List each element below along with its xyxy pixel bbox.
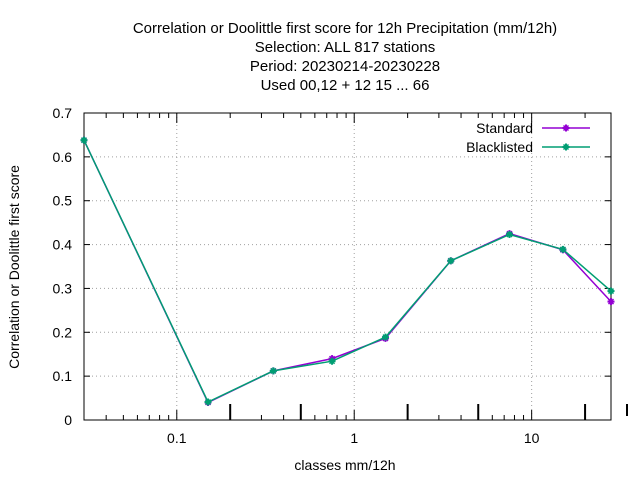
y-tick-label: 0.6: [53, 149, 73, 165]
data-point-blacklisted: [328, 357, 336, 365]
data-point-blacklisted: [204, 398, 212, 406]
data-point-blacklisted: [269, 367, 277, 375]
marker-d2: [204, 398, 212, 406]
y-tick-label: 0: [64, 412, 72, 428]
data-point-blacklisted: [559, 245, 567, 253]
y-tick-label: 0.3: [53, 280, 73, 296]
legend-marker-blacklisted: [562, 143, 570, 151]
grid-layer: [84, 113, 611, 420]
legend-label-blacklisted: Blacklisted: [466, 139, 533, 155]
chart-title: Correlation or Doolittle first score for…: [133, 20, 557, 94]
marker-d2: [607, 288, 615, 295]
data-point-blacklisted: [80, 136, 88, 144]
x-axis-label: classes mm/12h: [294, 457, 395, 473]
title-line-4: Used 00,12 + 12 15 ... 66: [261, 77, 430, 94]
axis-layer: 0 0.1 0.2 0.3 0.4 0.5 0.6 0.7 0.1 1 10: [53, 105, 628, 446]
marker-d2: [80, 137, 88, 144]
plot-frame: [83, 112, 612, 421]
series-line-blacklisted: [83, 139, 612, 404]
marker-d2: [506, 231, 513, 238]
series-line-standard: [83, 139, 612, 404]
series-layer: [80, 136, 615, 406]
x-tick-label: 10: [524, 430, 540, 446]
y-tick-label: 0.4: [53, 237, 73, 253]
y-tick-label: 0.2: [53, 324, 73, 340]
data-point-blacklisted: [607, 287, 615, 295]
y-tick-label: 0.1: [53, 368, 73, 384]
data-point-blacklisted: [381, 333, 389, 341]
series-standard: [80, 136, 615, 406]
marker-d2: [270, 367, 277, 374]
marker-d2: [562, 143, 570, 151]
marker-d2: [559, 246, 566, 253]
marker-d2: [562, 124, 570, 132]
marker-d2: [382, 334, 389, 341]
title-line-1: Correlation or Doolittle first score for…: [133, 20, 557, 37]
x-tick-label: 1: [350, 430, 358, 446]
marker-d2: [329, 358, 336, 365]
x-tick-label: 0.1: [167, 430, 187, 446]
title-line-2: Selection: ALL 817 stations: [255, 39, 435, 56]
data-point-blacklisted: [505, 230, 513, 238]
legend-label-standard: Standard: [476, 120, 533, 136]
marker-d2: [607, 298, 615, 305]
legend: Standard Blacklisted: [466, 120, 590, 155]
legend-marker-standard: [562, 124, 570, 132]
marker-d2: [447, 257, 454, 264]
data-point-standard: [607, 298, 615, 306]
series-blacklisted: [80, 136, 615, 406]
data-point-blacklisted: [447, 257, 455, 265]
y-tick-label: 0.7: [53, 105, 73, 121]
title-line-3: Period: 20230214-20230228: [250, 58, 440, 75]
y-tick-label: 0.5: [53, 193, 73, 209]
y-axis-label: Correlation or Doolittle first score: [6, 165, 22, 369]
